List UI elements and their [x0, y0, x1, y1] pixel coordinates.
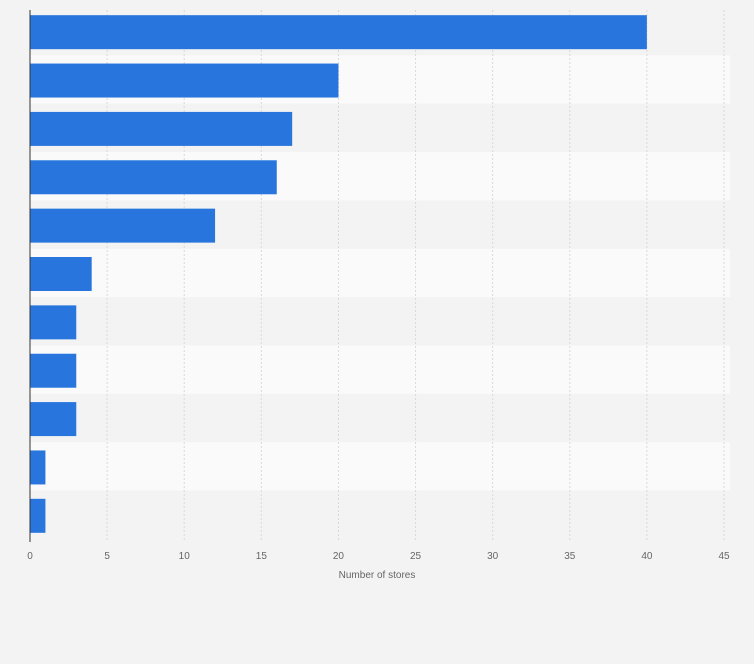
- bar[interactable]: [30, 450, 46, 485]
- x-tick-label: 35: [564, 551, 576, 562]
- x-tick-label: 30: [487, 551, 499, 562]
- bar[interactable]: [30, 305, 77, 340]
- bar[interactable]: [30, 498, 46, 533]
- bar[interactable]: [30, 111, 293, 146]
- row-band: [30, 248, 730, 298]
- row-band: [30, 345, 730, 394]
- x-tick-label: 25: [410, 551, 422, 562]
- x-tick-label: 0: [27, 551, 33, 562]
- bar[interactable]: [30, 402, 77, 437]
- row-band: [30, 393, 730, 443]
- bars: [30, 15, 647, 533]
- x-axis-title: Number of stores: [339, 570, 416, 581]
- x-tick-label: 40: [641, 551, 653, 562]
- x-axis-ticks: 0 5 10 15 20 25 30 35 40 45: [27, 551, 730, 562]
- x-tick-label: 45: [718, 551, 730, 562]
- bar[interactable]: [30, 208, 216, 243]
- x-tick-label: 5: [104, 551, 110, 562]
- row-band: [30, 490, 730, 539]
- row-band: [30, 442, 730, 491]
- row-band: [30, 297, 730, 346]
- x-tick-label: 15: [256, 551, 268, 562]
- bar[interactable]: [30, 257, 92, 291]
- bar[interactable]: [30, 353, 77, 388]
- x-tick-label: 20: [333, 551, 345, 562]
- x-tick-label: 10: [179, 551, 191, 562]
- bar[interactable]: [30, 15, 647, 50]
- bar[interactable]: [30, 63, 339, 98]
- bar[interactable]: [30, 160, 277, 195]
- grid-lines: [106, 10, 725, 542]
